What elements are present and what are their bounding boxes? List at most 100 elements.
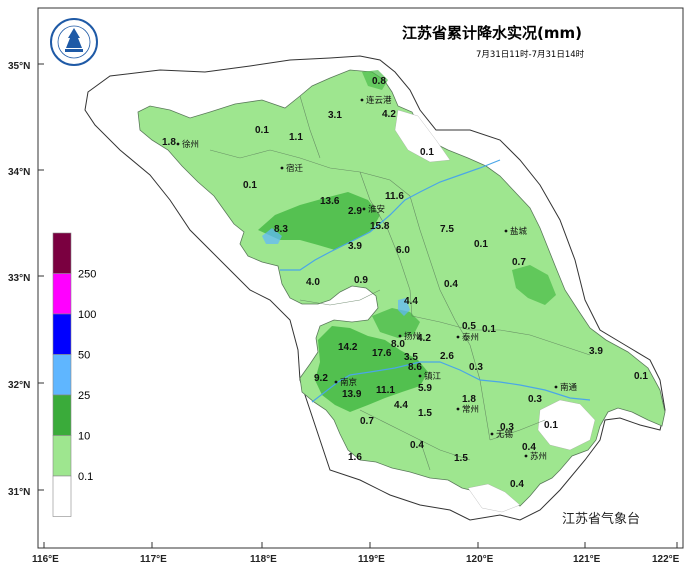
city-dot (362, 207, 366, 211)
precipitation-value: 2.6 (440, 351, 454, 362)
precipitation-value: 4.2 (382, 109, 396, 120)
precipitation-value: 0.3 (528, 394, 542, 405)
legend-swatch (52, 232, 72, 274)
precipitation-value: 6.0 (396, 245, 410, 256)
city-label: 南京 (340, 377, 357, 388)
city-label: 连云港 (366, 95, 392, 106)
hongze-lake (262, 228, 282, 244)
precipitation-value: 9.2 (314, 373, 328, 384)
precipitation-value: 0.3 (500, 422, 514, 433)
precipitation-value: 0.4 (510, 479, 524, 490)
city-label: 徐州 (182, 139, 199, 150)
gaoyou-lake (398, 298, 410, 316)
y-tick-label: 33°N (8, 273, 30, 284)
precipitation-value: 4.4 (404, 296, 418, 307)
city-dot (360, 98, 364, 102)
precipitation-value: 0.3 (469, 362, 483, 373)
precipitation-value: 3.9 (589, 346, 603, 357)
precipitation-value: 1.5 (454, 453, 468, 464)
x-tick-label: 119°E (358, 554, 385, 565)
precipitation-value: 4.0 (306, 277, 320, 288)
city-label: 南通 (560, 382, 578, 393)
city-dot (456, 335, 460, 339)
legend-label: 100 (78, 309, 96, 321)
city-dot (504, 229, 508, 233)
precipitation-value: 13.6 (320, 196, 340, 207)
rain-patch-yancheng (512, 265, 556, 305)
city-label: 淮安 (368, 204, 385, 215)
precipitation-value: 0.8 (372, 76, 386, 87)
precipitation-value: 0.4 (522, 442, 536, 453)
city-label: 扬州 (404, 331, 421, 342)
precipitation-value: 2.9 (348, 206, 362, 217)
agency-label: 江苏省气象台 (562, 511, 640, 527)
no-rain-area-south (537, 399, 596, 451)
precipitation-value: 0.1 (420, 147, 434, 158)
map-subtitle: 7月31日11时-7月31日14时 (476, 49, 585, 60)
y-tick-label: 34°N (8, 167, 30, 178)
rivers (280, 159, 591, 403)
x-tick-label: 121°E (573, 554, 601, 565)
y-tick-label: 31°N (8, 487, 30, 498)
city-dot (398, 334, 402, 338)
rain-patch-yangzhou (372, 308, 420, 338)
legend-label: 0.1 (78, 471, 93, 483)
no-rain-area-north (394, 109, 451, 163)
city-dot (456, 407, 460, 411)
city-dot (524, 454, 528, 458)
precipitation-value: 7.5 (440, 224, 454, 235)
x-tick-label: 122°E (652, 554, 680, 565)
precipitation-value: 3.5 (404, 352, 418, 363)
x-tick-label: 118°E (250, 554, 277, 565)
legend-label: 50 (78, 350, 90, 362)
legend-swatch (52, 394, 72, 436)
city-label: 苏州 (530, 451, 547, 462)
city-dot (418, 374, 422, 378)
precipitation-value: 15.8 (370, 221, 390, 232)
y-tick-label: 32°N (8, 380, 30, 391)
legend-swatch (52, 475, 72, 517)
precipitation-value: 0.1 (255, 125, 269, 136)
legend-swatch (52, 273, 72, 315)
tick-marks (38, 63, 678, 548)
no-rain-area-southwest (467, 483, 521, 513)
precipitation-value: 0.9 (354, 275, 368, 286)
precipitation-value: 13.9 (342, 389, 362, 400)
y-axis: 35°N 34°N 33°N 32°N 31°N (8, 61, 30, 498)
precipitation-value: 0.7 (512, 257, 526, 268)
precipitation-value: 0.4 (410, 440, 424, 451)
x-tick-label: 116°E (32, 554, 59, 565)
precipitation-value: 8.0 (391, 339, 405, 350)
precipitation-value: 1.8 (162, 137, 176, 148)
rain-patch-huaian (258, 192, 380, 250)
legend-swatch (52, 435, 72, 477)
precipitation-value: 1.6 (348, 452, 362, 463)
legend-label: 250 (78, 269, 96, 281)
precipitation-value: 1.8 (462, 394, 476, 405)
city-label: 宿迁 (286, 163, 304, 174)
precipitation-value: 0.1 (243, 180, 257, 191)
precipitation-value: 17.6 (372, 348, 392, 359)
city-dot (280, 166, 284, 170)
precipitation-value: 0.1 (474, 239, 488, 250)
x-axis: 116°E 117°E 118°E 119°E 120°E 121°E 122°… (32, 554, 680, 565)
legend: 250 100 50 25 10 0.1 (52, 232, 96, 517)
city-dot (334, 380, 338, 384)
legend-label: 25 (78, 390, 90, 402)
precipitation-value: 0.1 (482, 324, 496, 335)
legend-swatch (52, 354, 72, 396)
legend-swatch (52, 313, 72, 355)
city-label: 常州 (462, 404, 479, 415)
precipitation-value: 8.6 (408, 362, 422, 373)
precipitation-value: 0.1 (634, 371, 648, 382)
city-dot (490, 432, 494, 436)
precipitation-value: 0.1 (544, 420, 558, 431)
city-label: 镇江 (424, 371, 442, 382)
x-tick-label: 120°E (466, 554, 494, 565)
precipitation-value: 1.5 (418, 408, 432, 419)
precipitation-value: 4.4 (394, 400, 408, 411)
rain-patch-nanjing (315, 326, 428, 412)
precipitation-value: 0.5 (462, 321, 476, 332)
